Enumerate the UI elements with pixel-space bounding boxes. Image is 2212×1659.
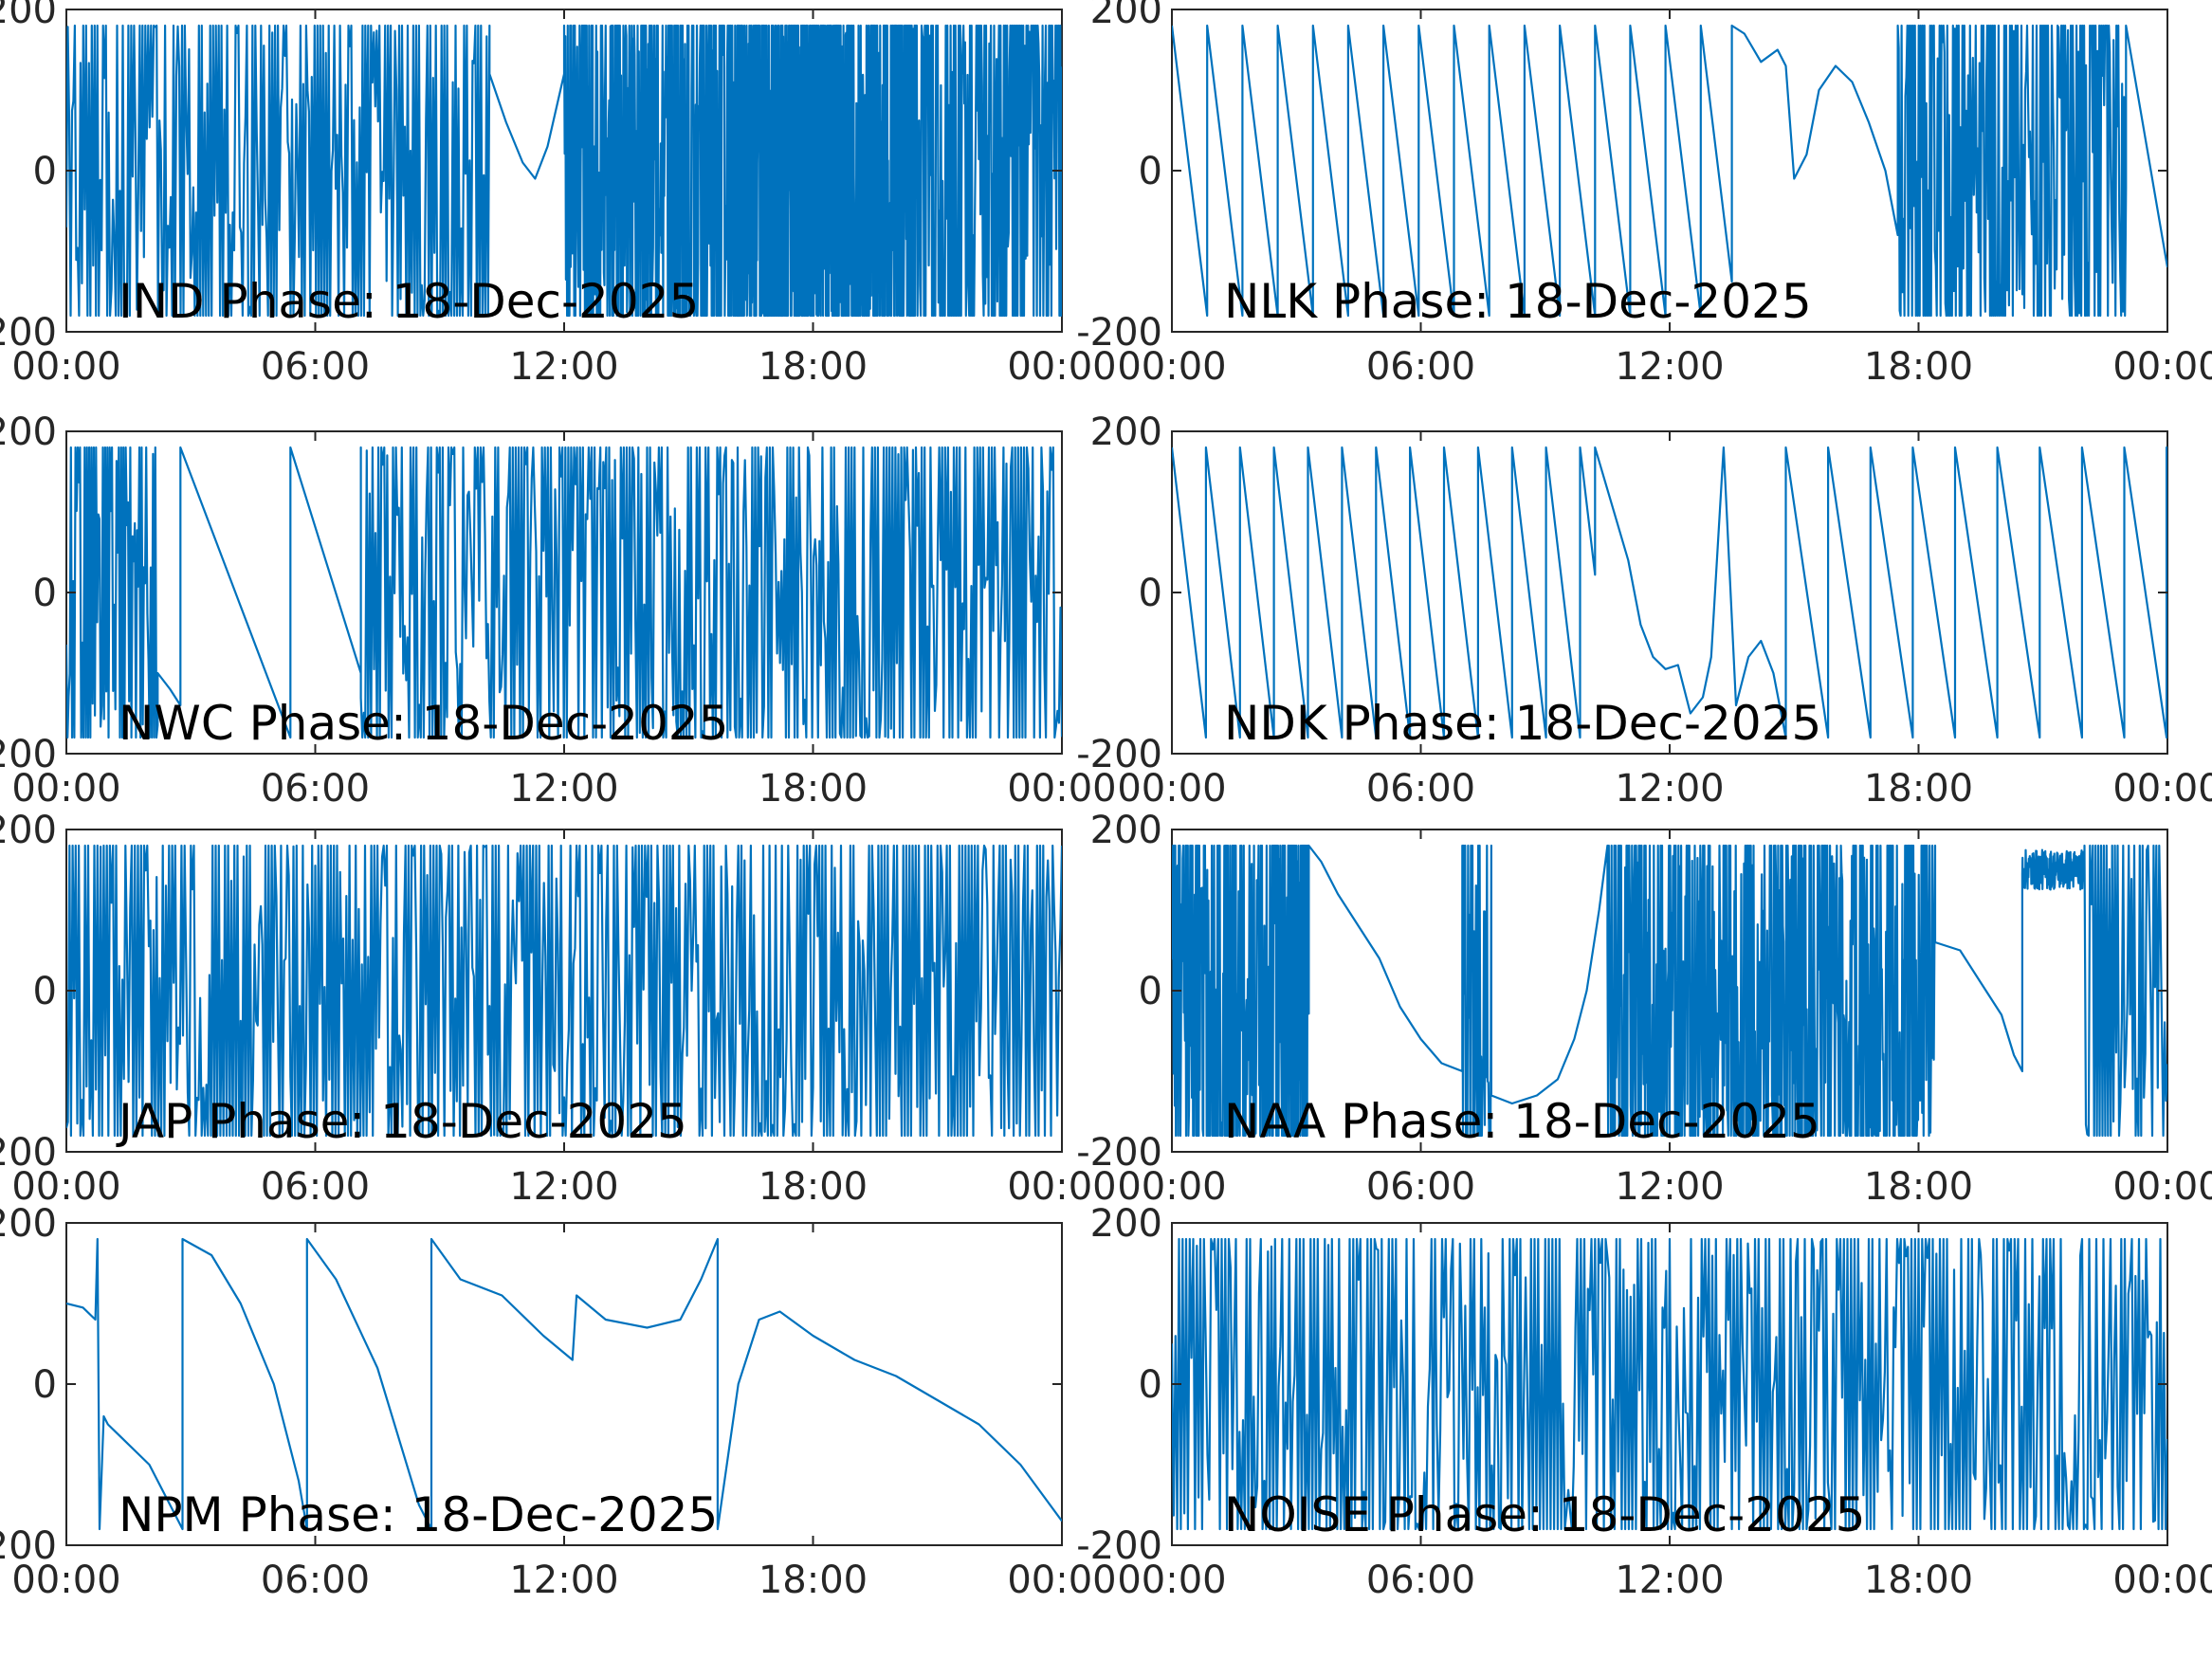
x-tick-label: 00:00 xyxy=(1117,767,1226,811)
phase-trace xyxy=(1172,1237,2167,1531)
phase-trace xyxy=(1172,446,2167,739)
y-tick-label: 0 xyxy=(33,572,57,615)
y-tick-label: 200 xyxy=(0,809,57,852)
phase-trace xyxy=(66,1237,1062,1531)
y-tick-label: 200 xyxy=(1090,410,1162,454)
phase-trace xyxy=(66,446,1062,739)
x-tick-label: 12:00 xyxy=(1615,767,1724,811)
y-tick-label: 200 xyxy=(0,1202,57,1246)
x-tick-label: 12:00 xyxy=(1615,1165,1724,1209)
y-tick-label: -200 xyxy=(0,1524,57,1568)
phase-trace xyxy=(66,844,1062,1138)
x-tick-label: 18:00 xyxy=(759,767,868,811)
y-tick-label: 0 xyxy=(1139,970,1162,1013)
x-tick-label: 00:00 xyxy=(1117,345,1226,389)
x-tick-label: 00:00 xyxy=(1117,1165,1226,1209)
panel-label: IND Phase: 18-Dec-2025 xyxy=(119,274,699,329)
panel-label: NDK Phase: 18-Dec-2025 xyxy=(1224,696,1821,751)
x-tick-label: 00:00 xyxy=(2112,767,2212,811)
y-tick-label: -200 xyxy=(0,311,57,355)
y-tick-label: -200 xyxy=(0,1131,57,1175)
x-tick-label: 00:00 xyxy=(1007,1559,1116,1602)
x-tick-label: 00:00 xyxy=(1007,1165,1116,1209)
panel-label: NLK Phase: 18-Dec-2025 xyxy=(1224,274,1812,329)
y-tick-label: 0 xyxy=(1139,572,1162,615)
x-tick-label: 06:00 xyxy=(261,1559,370,1602)
x-tick-label: 00:00 xyxy=(2112,1165,2212,1209)
x-tick-label: 00:00 xyxy=(2112,345,2212,389)
panel-label: NOISE Phase: 18-Dec-2025 xyxy=(1224,1487,1865,1542)
x-tick-label: 00:00 xyxy=(11,1165,120,1209)
y-tick-label: 0 xyxy=(1139,150,1162,193)
phase-trace xyxy=(66,24,1062,318)
y-tick-label: -200 xyxy=(1076,1131,1162,1175)
x-tick-label: 00:00 xyxy=(1007,345,1116,389)
x-tick-label: 06:00 xyxy=(1366,345,1475,389)
y-tick-label: -200 xyxy=(0,733,57,776)
x-tick-label: 06:00 xyxy=(261,345,370,389)
phase-trace xyxy=(1172,24,2167,318)
panel-label: NPM Phase: 18-Dec-2025 xyxy=(119,1487,718,1542)
x-tick-label: 06:00 xyxy=(1366,767,1475,811)
x-tick-label: 12:00 xyxy=(509,1165,618,1209)
y-tick-label: 200 xyxy=(1090,0,1162,32)
x-tick-label: 06:00 xyxy=(1366,1559,1475,1602)
x-tick-label: 00:00 xyxy=(11,345,120,389)
x-tick-label: 18:00 xyxy=(759,1165,868,1209)
x-tick-label: 18:00 xyxy=(1864,1165,1973,1209)
y-tick-label: -200 xyxy=(1076,733,1162,776)
x-tick-label: 18:00 xyxy=(1864,345,1973,389)
panel-label: NAA Phase: 18-Dec-2025 xyxy=(1224,1094,1820,1149)
x-tick-label: 06:00 xyxy=(261,767,370,811)
x-tick-label: 00:00 xyxy=(11,767,120,811)
y-tick-label: 0 xyxy=(33,970,57,1013)
x-tick-label: 18:00 xyxy=(759,345,868,389)
x-tick-label: 06:00 xyxy=(1366,1165,1475,1209)
x-tick-label: 12:00 xyxy=(509,767,618,811)
x-tick-label: 00:00 xyxy=(11,1559,120,1602)
panel-label: NWC Phase: 18-Dec-2025 xyxy=(119,696,728,751)
y-tick-label: 200 xyxy=(1090,809,1162,852)
y-tick-label: 200 xyxy=(1090,1202,1162,1246)
panel-label: JAP Phase: 18-Dec-2025 xyxy=(116,1094,687,1149)
phase-trace xyxy=(1172,844,2167,1138)
x-tick-label: 18:00 xyxy=(1864,767,1973,811)
x-tick-label: 12:00 xyxy=(1615,345,1724,389)
y-tick-label: -200 xyxy=(1076,311,1162,355)
x-tick-label: 18:00 xyxy=(759,1559,868,1602)
x-tick-label: 18:00 xyxy=(1864,1559,1973,1602)
x-tick-label: 00:00 xyxy=(1117,1559,1226,1602)
y-tick-label: 200 xyxy=(0,0,57,32)
y-tick-label: -200 xyxy=(1076,1524,1162,1568)
x-tick-label: 12:00 xyxy=(509,345,618,389)
y-tick-label: 0 xyxy=(33,150,57,193)
x-tick-label: 12:00 xyxy=(1615,1559,1724,1602)
x-tick-label: 12:00 xyxy=(509,1559,618,1602)
x-tick-label: 06:00 xyxy=(261,1165,370,1209)
y-tick-label: 200 xyxy=(0,410,57,454)
x-tick-label: 00:00 xyxy=(2112,1559,2212,1602)
y-tick-label: 0 xyxy=(33,1363,57,1407)
y-tick-label: 0 xyxy=(1139,1363,1162,1407)
axes-frame xyxy=(65,1222,1063,1546)
x-tick-label: 00:00 xyxy=(1007,767,1116,811)
